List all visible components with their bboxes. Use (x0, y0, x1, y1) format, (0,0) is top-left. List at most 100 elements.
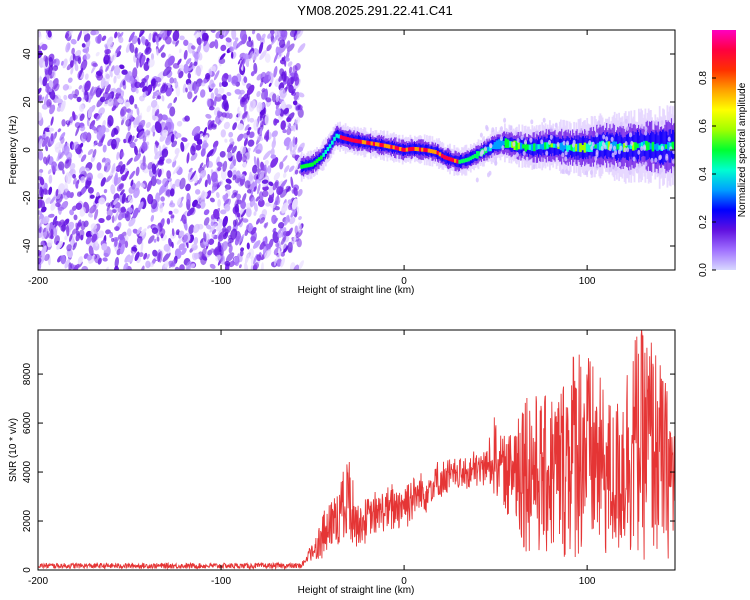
noise-blob (151, 125, 156, 133)
signal-ridge-cell (432, 149, 435, 154)
colorbar-gradient (712, 30, 736, 270)
signal-ridge-cell (388, 144, 391, 149)
noise-blob (136, 107, 140, 116)
noise-blob (231, 145, 237, 154)
noise-blob (167, 82, 171, 88)
noise-blob (174, 266, 180, 270)
noise-blob (179, 35, 185, 41)
noise-blob (183, 49, 188, 60)
signal-halo-blob (579, 128, 583, 134)
noise-blob (253, 119, 259, 131)
noise-blob (145, 260, 151, 269)
noise-blob (174, 147, 180, 155)
signal-halo-blob (626, 147, 630, 153)
noise-blob (190, 152, 198, 161)
noise-blob (117, 210, 126, 221)
noise-blob (161, 129, 169, 137)
noise-blob (187, 91, 193, 100)
signal-ridge-cell (634, 142, 637, 150)
noise-blob (264, 129, 270, 139)
noise-blob (38, 182, 41, 189)
noise-blob (237, 133, 244, 142)
noise-blob (186, 83, 191, 89)
noise-blob (38, 44, 42, 51)
noise-blob (162, 252, 171, 262)
noise-blob (213, 96, 217, 107)
noise-blob (175, 229, 180, 236)
noise-blob (135, 166, 140, 177)
signal-ridge-cell (300, 164, 303, 169)
noise-blob (247, 139, 255, 147)
noise-blob (259, 120, 264, 127)
noise-blob (138, 30, 145, 38)
noise-blob (289, 216, 296, 225)
noise-blob (83, 94, 88, 100)
noise-blob (160, 233, 164, 239)
noise-blob (188, 224, 195, 235)
signal-ridge-cell (471, 155, 475, 160)
signal-ridge-cell (616, 144, 620, 150)
noise-blob (102, 257, 108, 262)
noise-blob (200, 197, 205, 204)
noise-blob (209, 263, 216, 269)
noise-blob (191, 243, 198, 251)
noise-blob (111, 65, 115, 72)
noise-blob (146, 180, 153, 192)
noise-blob (106, 201, 112, 212)
noise-blob (218, 180, 224, 186)
signal-ridge-cell (638, 143, 642, 148)
noise-blob (243, 53, 250, 60)
noise-blob (182, 83, 187, 94)
signal-ridge-cell (331, 140, 334, 145)
noise-blob (118, 161, 123, 168)
spectrogram-x-label: Height of straight line (km) (298, 285, 415, 296)
noise-blob (153, 238, 157, 243)
signal-halo-blob (617, 149, 621, 155)
noise-blob (195, 65, 202, 77)
noise-blob (186, 207, 195, 217)
signal-ridge-cell (566, 142, 569, 152)
spectrogram-y-tick-label: 0 (22, 147, 33, 153)
noise-blob (48, 213, 55, 218)
noise-blob (201, 247, 207, 257)
noise-blob (211, 83, 216, 88)
signal-halo-blob (499, 136, 503, 141)
signal-ridge-cell (443, 155, 446, 160)
signal-ridge-cell (572, 143, 576, 152)
noise-blob (273, 135, 276, 145)
noise-blob (155, 35, 159, 47)
noise-blob (189, 61, 193, 68)
noise-blob (227, 170, 233, 178)
noise-blob (206, 98, 211, 108)
noise-blob (242, 155, 247, 163)
noise-blob (181, 234, 189, 243)
signal-halo-blob (643, 144, 646, 150)
noise-blob (191, 45, 196, 50)
signal-ridge-cell (315, 158, 319, 163)
noise-blob (185, 58, 192, 65)
noise-blob (124, 254, 131, 263)
noise-blob (74, 89, 80, 97)
noise-blob (178, 48, 182, 54)
noise-blob (201, 30, 207, 37)
noise-blob (70, 66, 74, 75)
noise-blob (242, 111, 248, 119)
noise-blob (220, 30, 226, 36)
signal-ridge-cell (658, 145, 661, 150)
noise-blob (298, 216, 302, 221)
signal-ridge-cell (390, 145, 393, 149)
noise-blob (38, 138, 43, 151)
signal-halo-blob (480, 150, 484, 156)
signal-halo-blob (491, 127, 495, 133)
noise-blob (195, 203, 201, 209)
noise-blob (172, 165, 181, 175)
noise-blob (220, 129, 227, 138)
signal-halo-blob (513, 154, 517, 160)
noise-blob (118, 36, 124, 44)
noise-blob (244, 253, 250, 264)
signal-ridge-cell (653, 144, 657, 150)
noise-blob (214, 39, 219, 49)
noise-blob (38, 87, 42, 95)
noise-blob (109, 69, 113, 78)
